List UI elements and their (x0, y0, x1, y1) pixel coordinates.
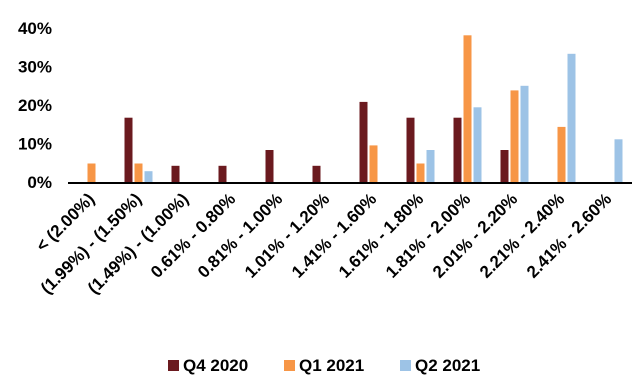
bar-q1-2021-10 (557, 126, 566, 182)
bar-q2-2021-7 (426, 150, 435, 182)
bar-q4-2020-2 (171, 165, 180, 182)
y-tick-label: 20% (18, 96, 52, 115)
x-axis-tick-labels: < (2.00%)(1.99%) - (1.50%)(1.49%) - (1.0… (32, 189, 615, 297)
bar-q4-2020-5 (312, 165, 321, 182)
legend-label: Q2 2021 (415, 356, 480, 375)
legend: Q4 2020 Q1 2021 Q2 2021 (168, 356, 480, 375)
bar-q1-2021-7 (416, 163, 425, 182)
bar-q1-2021-6 (369, 145, 378, 182)
bar-q2-2021-10 (567, 53, 576, 182)
bar-q4-2020-6 (359, 101, 368, 182)
legend-label: Q4 2020 (183, 356, 248, 375)
legend-swatch-q1-2021 (284, 360, 295, 371)
bar-q1-2021-1 (134, 163, 143, 182)
legend-label: Q1 2021 (299, 356, 364, 375)
bars-group (87, 35, 623, 183)
bar-q2-2021-11 (614, 139, 623, 182)
bar-q1-2021-0 (87, 163, 96, 182)
bar-q4-2020-7 (406, 117, 415, 182)
bar-q4-2020-4 (265, 150, 274, 182)
x-tick-label: 2.41% - 2.60% (523, 189, 615, 281)
y-tick-label: 10% (18, 135, 52, 154)
bar-q4-2020-1 (124, 117, 133, 182)
bar-q2-2021-8 (473, 107, 482, 182)
bar-q1-2021-9 (510, 90, 519, 182)
bar-q2-2021-9 (520, 85, 529, 183)
legend-swatch-q2-2021 (400, 360, 411, 371)
y-tick-label: 40% (18, 19, 52, 38)
legend-swatch-q4-2020 (168, 360, 179, 371)
bar-q4-2020-9 (500, 150, 509, 182)
y-axis-tick-labels: 0% 10% 20% 30% 40% (18, 19, 52, 192)
y-tick-label: 0% (27, 173, 52, 192)
bar-q4-2020-3 (218, 165, 227, 182)
bar-q4-2020-8 (453, 117, 462, 182)
bar-q2-2021-1 (144, 171, 153, 182)
bar-q1-2021-8 (463, 35, 472, 182)
y-tick-label: 30% (18, 58, 52, 77)
